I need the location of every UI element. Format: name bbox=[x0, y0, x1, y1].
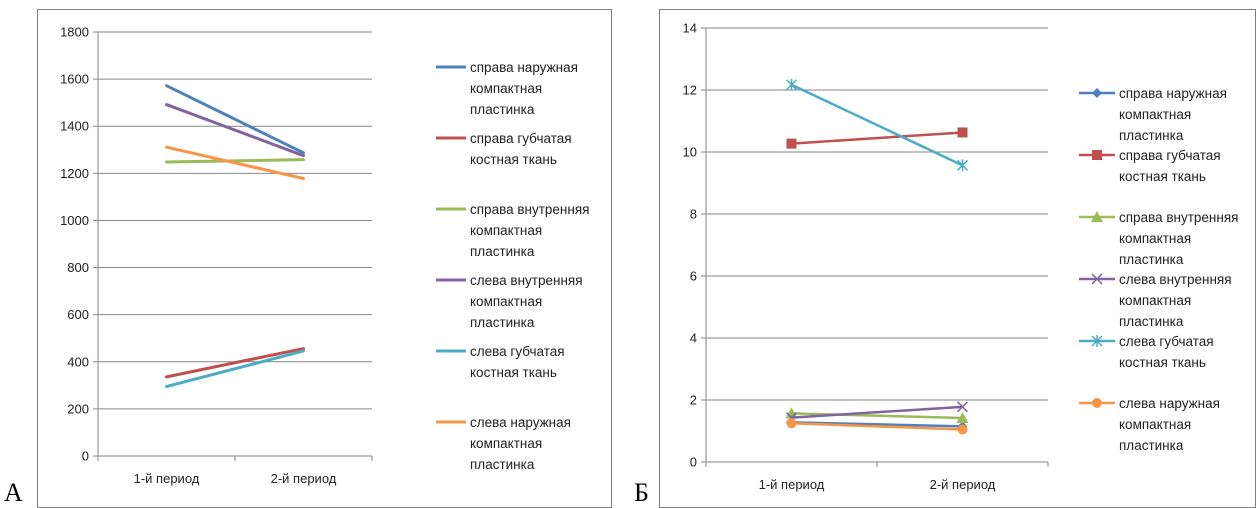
chart-a-y-tick-label: 800 bbox=[67, 260, 89, 275]
chart-a-series-line-6 bbox=[165, 145, 305, 181]
chart-b-series-line-4 bbox=[790, 405, 964, 419]
panel-letter-b: Б bbox=[634, 478, 649, 507]
chart-b-legend-label-1-line-1: справа наружная bbox=[1119, 86, 1227, 101]
chart-a-y-tick-label: 400 bbox=[67, 354, 89, 369]
chart-a-legend-label-3-line-3: пластинка bbox=[470, 244, 535, 259]
chart-a-y-tick-label: 1000 bbox=[60, 213, 89, 228]
chart-b-legend-label-4-line-1: слева внутренняя bbox=[1119, 272, 1232, 287]
chart-a-legend-label-5-line-1: слева губчатая bbox=[470, 344, 565, 359]
chart-b-legend-label-3-line-3: пластинка bbox=[1119, 252, 1184, 267]
chart-b-x-tick-label: 2-й период bbox=[930, 477, 996, 492]
chart-b-series-5-point-1 bbox=[785, 78, 798, 91]
chart-b-series-line-3 bbox=[790, 412, 964, 420]
chart-b-series-3-point-2 bbox=[956, 411, 969, 423]
chart-a-y-tick-label: 600 bbox=[67, 307, 89, 322]
chart-b-legend-label-4-line-3: пластинка bbox=[1119, 314, 1184, 329]
chart-b-x-tick-label: 1-й период bbox=[759, 477, 825, 492]
chart-b-y-tick-label: 12 bbox=[683, 83, 697, 98]
chart-b-legend-marker-4 bbox=[1091, 273, 1103, 285]
chart-b-legend-marker-2 bbox=[1092, 150, 1102, 160]
chart-b-series-2-point-1 bbox=[786, 138, 797, 149]
chart-b-legend-label-2-line-2: костная ткань bbox=[1119, 169, 1206, 184]
chart-b-series-6-point-1 bbox=[786, 418, 797, 429]
chart-b-legend-label-5-line-1: слева губчатая bbox=[1119, 334, 1214, 349]
chart-b-series-line-6 bbox=[790, 422, 964, 431]
chart-b-legend-label-1-line-3: пластинка bbox=[1119, 128, 1184, 143]
chart-b-legend-label-2-line-1: справа губчатая bbox=[1119, 148, 1221, 163]
chart-b-legend-label-3-line-2: компактная bbox=[1119, 231, 1191, 246]
chart-a-y-tick-label: 0 bbox=[82, 449, 89, 464]
chart-b-y-tick-label: 8 bbox=[690, 207, 697, 222]
chart-a-legend-label-6-line-1: слева наружная bbox=[470, 415, 571, 430]
chart-b-legend-marker-5 bbox=[1091, 335, 1103, 347]
chart-a-legend-label-6-line-3: пластинка bbox=[470, 457, 535, 472]
chart-a-y-tick-label: 1800 bbox=[60, 25, 89, 40]
chart-b-frame: 0 2 4 6 8 10 12 14 1-й период 2-й период справа на… bbox=[659, 9, 1256, 508]
chart-a-series-line-2 bbox=[165, 347, 305, 379]
chart-a-legend-label-4-line-1: слева внутренняя bbox=[470, 273, 583, 288]
chart-b-y-tick-label: 4 bbox=[690, 331, 697, 346]
chart-b-legend-label-4-line-2: компактная bbox=[1119, 293, 1191, 308]
chart-a-legend-label-3-line-1: справа внутренняя bbox=[470, 202, 589, 217]
chart-b-y-tick-label: 0 bbox=[690, 455, 697, 470]
chart-b-series-6-point-2 bbox=[957, 424, 968, 435]
chart-a-frame: 0 200 400 600 800 1000 1200 1400 1600 1800 1-й пер… bbox=[37, 9, 612, 508]
chart-a-legend-label-1-line-2: компактная bbox=[470, 81, 542, 96]
chart-b-series-5-point-2 bbox=[956, 159, 969, 172]
chart-a-legend-label-6-line-2: компактная bbox=[470, 436, 542, 451]
chart-a-series-line-4 bbox=[165, 103, 305, 158]
chart-a-series-line-5 bbox=[165, 349, 305, 389]
chart-b-series-line-5 bbox=[790, 83, 964, 167]
chart-b-series-4-point-2 bbox=[956, 401, 969, 413]
chart-b-legend-marker-3 bbox=[1091, 211, 1103, 222]
chart-b-series-line-2 bbox=[790, 131, 964, 145]
chart-a-legend-label-3-line-2: компактная bbox=[470, 223, 542, 238]
chart-a-legend-label-5-line-2: костная ткань bbox=[470, 365, 557, 380]
chart-a-legend-label-1-line-3: пластинка bbox=[470, 102, 535, 117]
chart-a-legend-label-2-line-1: справа губчатая bbox=[470, 131, 572, 146]
chart-a-y-tick-label: 1600 bbox=[60, 72, 89, 87]
chart-b: 0 2 4 6 8 10 12 14 1-й период 2-й период справа на… bbox=[683, 21, 1239, 493]
chart-b-series-2-point-2 bbox=[957, 127, 968, 138]
chart-a: 0 200 400 600 800 1000 1200 1400 1600 1800 1-й пер… bbox=[60, 25, 589, 487]
chart-b-legend-label-6-line-3: пластинка bbox=[1119, 438, 1184, 453]
chart-b-legend-label-5-line-2: костная ткань bbox=[1119, 355, 1206, 370]
chart-a-series-line-3 bbox=[165, 158, 305, 164]
chart-a-legend-label-4-line-3: пластинка bbox=[470, 315, 535, 330]
chart-a-series-line-1 bbox=[165, 84, 305, 155]
chart-b-y-tick-label: 6 bbox=[690, 269, 697, 284]
chart-a-x-tick-label: 2-й период bbox=[271, 471, 337, 486]
chart-a-legend-label-1-line-1: справа наружная bbox=[470, 60, 578, 75]
panel-letter-a: А bbox=[4, 478, 23, 507]
chart-a-x-tick-label: 1-й период bbox=[134, 471, 200, 486]
chart-b-y-tick-label: 10 bbox=[683, 145, 697, 160]
chart-a-legend-label-2-line-2: костная ткань bbox=[470, 152, 557, 167]
chart-b-legend-marker-6 bbox=[1092, 398, 1102, 408]
chart-b-y-tick-label: 2 bbox=[690, 393, 697, 408]
chart-a-y-tick-label: 200 bbox=[67, 401, 89, 416]
chart-b-legend-label-3-line-1: справа внутренняя bbox=[1119, 210, 1238, 225]
chart-a-y-tick-label: 1400 bbox=[60, 119, 89, 134]
chart-b-y-tick-label: 14 bbox=[683, 21, 697, 36]
chart-b-legend-label-6-line-1: слева наружная bbox=[1119, 396, 1220, 411]
chart-b-legend-label-1-line-2: компактная bbox=[1119, 107, 1191, 122]
chart-b-legend-label-6-line-2: компактная bbox=[1119, 417, 1191, 432]
chart-b-series-line-1 bbox=[790, 421, 964, 428]
chart-a-y-tick-label: 1200 bbox=[60, 166, 89, 181]
chart-b-legend-marker-1 bbox=[1092, 88, 1102, 98]
chart-a-legend-label-4-line-2: компактная bbox=[470, 294, 542, 309]
